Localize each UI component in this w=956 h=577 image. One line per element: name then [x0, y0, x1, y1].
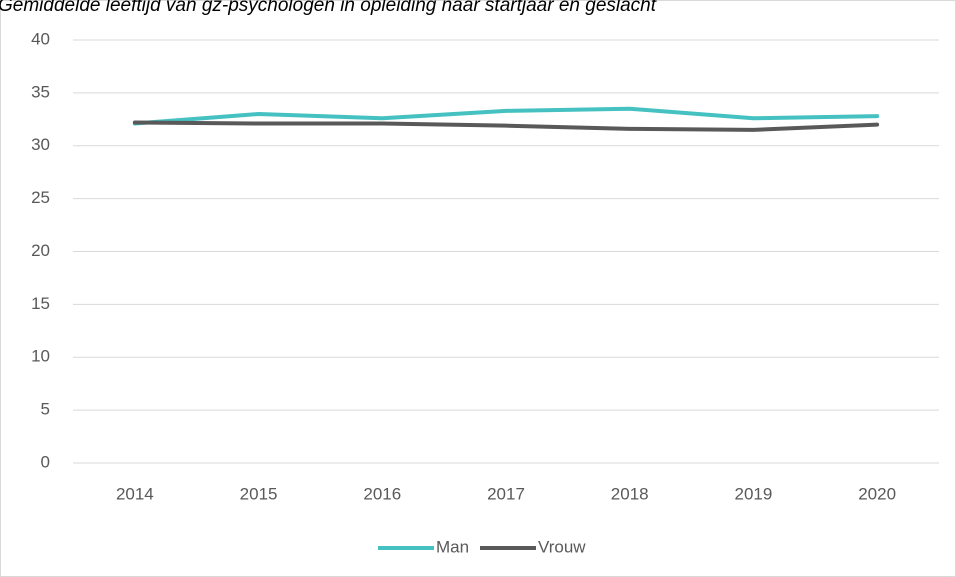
y-tick-label: 40	[31, 29, 50, 48]
x-tick-label: 2015	[240, 484, 278, 503]
y-tick-label: 35	[31, 82, 50, 101]
y-tick-label: 15	[31, 294, 50, 313]
x-tick-label: 2017	[487, 484, 525, 503]
x-tick-label: 2016	[363, 484, 401, 503]
y-tick-label: 25	[31, 188, 50, 207]
y-tick-label: 20	[31, 241, 50, 260]
chart-title: Gemiddelde leeftijd van gz-psychologen i…	[0, 0, 657, 16]
x-tick-label: 2019	[735, 484, 773, 503]
x-tick-label: 2014	[116, 484, 154, 503]
series-line	[132, 120, 880, 132]
y-tick-label: 0	[41, 452, 50, 471]
legend-label: Vrouw	[538, 537, 586, 556]
legend-label: Man	[436, 537, 469, 556]
y-tick-label: 10	[31, 347, 50, 366]
series-line	[132, 106, 880, 126]
x-tick-label: 2020	[858, 484, 896, 503]
y-tick-label: 30	[31, 135, 50, 154]
y-tick-label: 5	[41, 400, 50, 419]
x-tick-label: 2018	[611, 484, 649, 503]
